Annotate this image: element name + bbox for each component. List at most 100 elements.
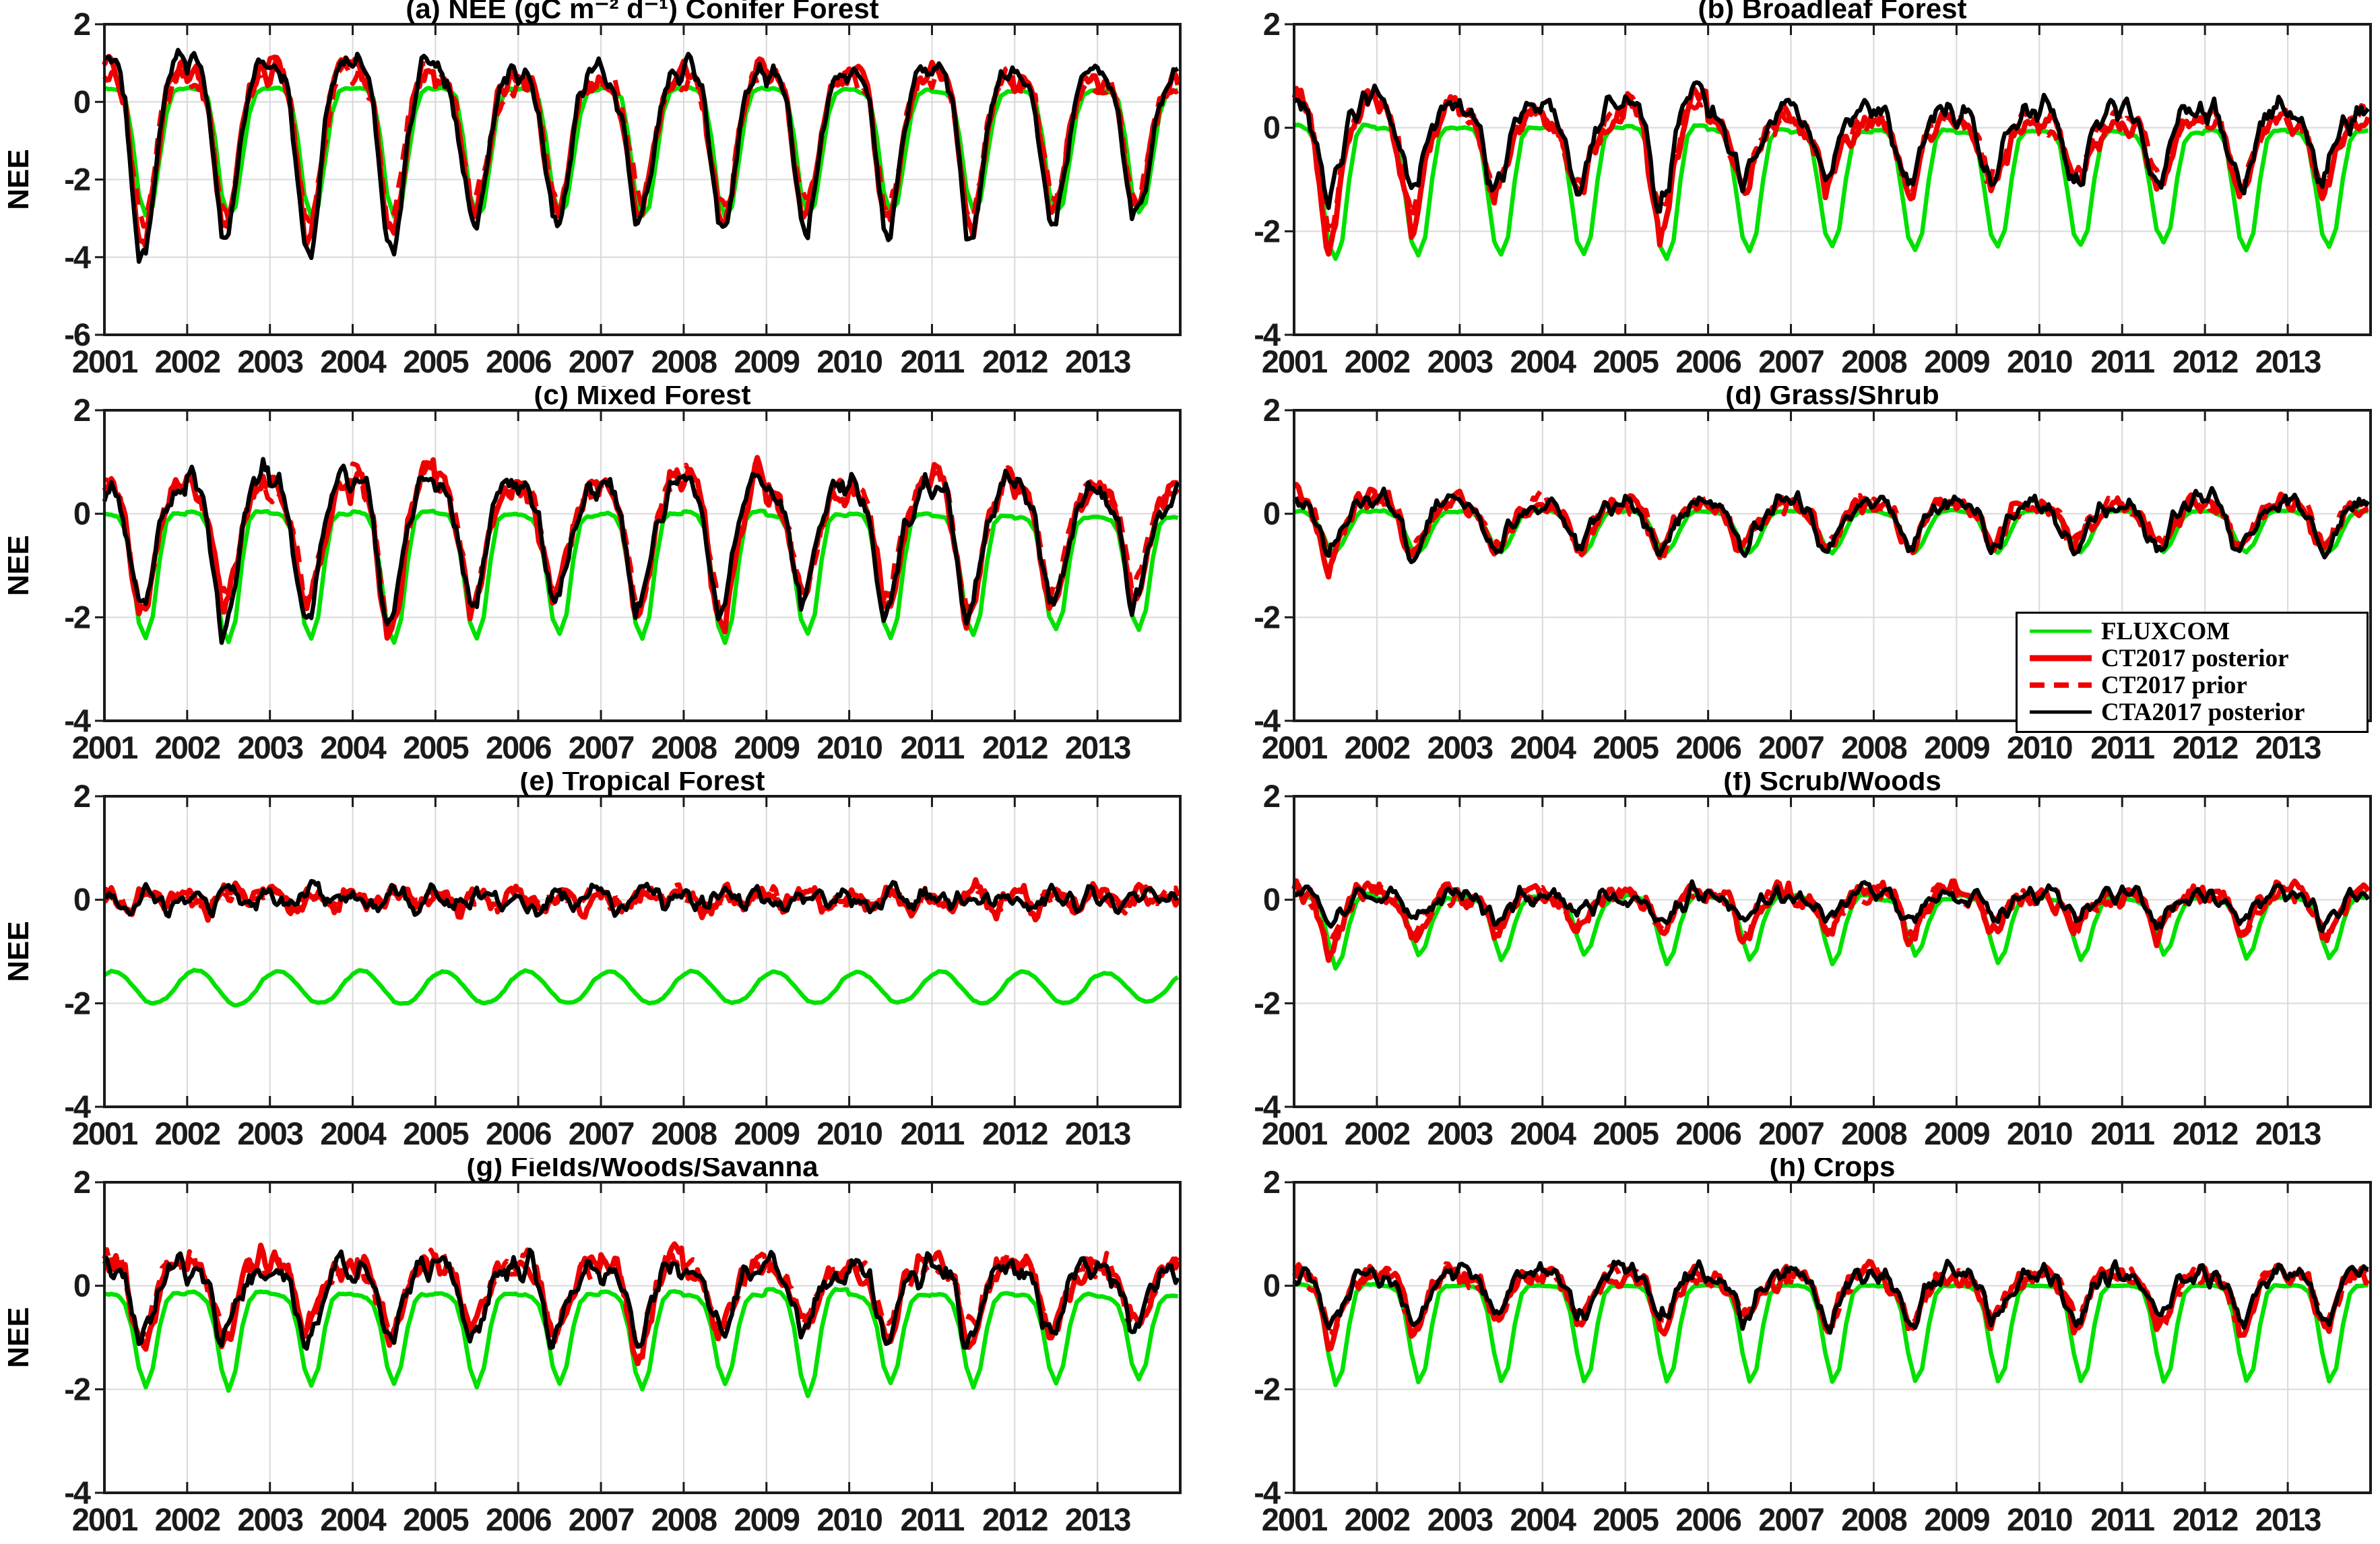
x-tick-label: 2002 bbox=[155, 730, 220, 765]
x-tick-label: 2008 bbox=[651, 1502, 717, 1537]
legend-entry-ct2017-prior: CT2017 prior bbox=[2027, 672, 2360, 699]
y-tick-label: -4 bbox=[1254, 1089, 1281, 1124]
x-tick-label: 2002 bbox=[1345, 730, 1410, 765]
y-tick-label: 2 bbox=[1263, 778, 1280, 814]
series-line-fluxcom bbox=[1293, 1282, 2369, 1388]
y-tick-label: -4 bbox=[1254, 703, 1281, 738]
x-tick-label: 2005 bbox=[1593, 1502, 1658, 1537]
panel-title-f: (f) Scrub/Woods bbox=[1723, 772, 1941, 796]
panel-title-d: (d) Grass/Shrub bbox=[1725, 386, 1939, 410]
x-tick-label: 2005 bbox=[1593, 344, 1658, 379]
x-tick-label: 2006 bbox=[1675, 1502, 1741, 1537]
panel-g: 2001 2002 2003 2004 2005 2006 2007 2008 2009 2010… bbox=[0, 1158, 1190, 1544]
x-tick-label: 2002 bbox=[1345, 344, 1410, 379]
x-tick-label: 2001 bbox=[1262, 1116, 1327, 1151]
y-tick-label: 0 bbox=[73, 882, 90, 918]
legend-label: CT2017 prior bbox=[2101, 671, 2247, 699]
x-tick-label: 2002 bbox=[1345, 1502, 1410, 1537]
series-line-cta2017-posterior bbox=[1293, 879, 2371, 934]
legend-label: CT2017 posterior bbox=[2101, 644, 2289, 672]
panel-d-plot: 2001 2002 2003 2004 2005 2006 2007 2008 2009 2010… bbox=[1254, 386, 2372, 765]
x-tick-label: 2011 bbox=[900, 344, 964, 379]
x-tick-label: 2013 bbox=[2255, 1502, 2321, 1537]
x-tick-label: 2006 bbox=[486, 1502, 551, 1537]
x-tick-label: 2008 bbox=[651, 344, 717, 379]
y-tick-label: 2 bbox=[1263, 6, 1280, 42]
x-tick-label: 2013 bbox=[1065, 1502, 1130, 1537]
x-tick-label: 2011 bbox=[900, 1502, 964, 1537]
series-line-cta2017-posterior bbox=[1292, 80, 2370, 214]
x-tick-label: 2010 bbox=[2007, 344, 2072, 379]
x-tick-label: 2013 bbox=[2255, 1116, 2321, 1151]
panel-c: 2001 2002 2003 2004 2005 2006 2007 2008 2009 2010… bbox=[0, 386, 1190, 772]
x-tick-label: 2013 bbox=[2255, 730, 2321, 765]
x-tick-label: 2013 bbox=[1065, 344, 1130, 379]
x-tick-label: 2008 bbox=[651, 730, 717, 765]
x-tick-label: 2005 bbox=[403, 1502, 468, 1537]
x-tick-label: 2011 bbox=[2090, 344, 2154, 379]
x-tick-label: 2003 bbox=[1427, 730, 1493, 765]
y-tick-label: 0 bbox=[1263, 496, 1280, 532]
y-tick-label: -2 bbox=[64, 599, 90, 635]
x-tick-label: 2012 bbox=[982, 1116, 1048, 1151]
legend-label: FLUXCOM bbox=[2101, 617, 2230, 645]
x-tick-label: 2003 bbox=[1427, 1116, 1493, 1151]
x-tick-label: 2003 bbox=[1427, 1502, 1493, 1537]
legend-label: CTA2017 posterior bbox=[2101, 698, 2305, 726]
x-tick-label: 2010 bbox=[816, 344, 882, 379]
x-tick-label: 2013 bbox=[1065, 730, 1130, 765]
x-tick-label: 2009 bbox=[734, 1502, 799, 1537]
x-tick-label: 2001 bbox=[1262, 1502, 1327, 1537]
x-tick-label: 2006 bbox=[486, 730, 551, 765]
y-tick-label: -6 bbox=[64, 317, 90, 352]
series-line-cta2017-posterior bbox=[1292, 1258, 2369, 1335]
x-tick-label: 2013 bbox=[1065, 1116, 1130, 1151]
panel-b: 2001 2002 2003 2004 2005 2006 2007 2008 2009 2010… bbox=[1190, 0, 2380, 386]
x-tick-label: 2009 bbox=[734, 344, 799, 379]
x-tick-label: 2009 bbox=[734, 730, 799, 765]
y-axis-label: NEE bbox=[2, 1307, 35, 1368]
y-tick-label: -2 bbox=[64, 1371, 90, 1407]
series-line-cta2017-posterior bbox=[1292, 486, 2371, 565]
x-tick-label: 2012 bbox=[2173, 1502, 2238, 1537]
panel-title-e: (e) Tropical Forest bbox=[519, 772, 765, 796]
x-tick-label: 2001 bbox=[1262, 730, 1327, 765]
legend-entry-cta2017-posterior: CTA2017 posterior bbox=[2027, 699, 2360, 726]
x-tick-label: 2004 bbox=[320, 730, 386, 765]
x-tick-label: 2008 bbox=[1841, 344, 1906, 379]
x-tick-label: 2002 bbox=[1345, 1116, 1410, 1151]
x-tick-label: 2001 bbox=[72, 344, 137, 379]
legend-line-sample-ct2017-posterior bbox=[2030, 655, 2092, 662]
series-line-ct2017-prior bbox=[1291, 88, 2371, 238]
x-tick-label: 2012 bbox=[982, 1502, 1048, 1537]
y-tick-label: -2 bbox=[1254, 1371, 1280, 1407]
x-tick-label: 2011 bbox=[2090, 730, 2154, 765]
series-line-fluxcom bbox=[104, 508, 1179, 645]
panel-title-c: (c) Mixed Forest bbox=[534, 386, 750, 410]
x-tick-label: 2003 bbox=[237, 344, 302, 379]
x-tick-label: 2007 bbox=[1758, 730, 1824, 765]
y-tick-label: 2 bbox=[1263, 1164, 1280, 1200]
y-tick-label: 0 bbox=[73, 496, 90, 532]
x-tick-label: 2003 bbox=[237, 1116, 302, 1151]
x-tick-label: 2010 bbox=[816, 730, 882, 765]
x-tick-label: 2003 bbox=[1427, 344, 1493, 379]
x-tick-label: 2009 bbox=[1924, 344, 1989, 379]
panel-c-plot: 2001 2002 2003 2004 2005 2006 2007 2008 2009 2010… bbox=[2, 386, 1182, 765]
x-tick-label: 2010 bbox=[816, 1116, 882, 1151]
panel-b-plot: 2001 2002 2003 2004 2005 2006 2007 2008 2009 2010… bbox=[1254, 0, 2372, 379]
x-tick-label: 2004 bbox=[320, 1116, 386, 1151]
y-tick-label: -2 bbox=[1254, 985, 1280, 1021]
panel-f-plot: 2001 2002 2003 2004 2005 2006 2007 2008 2009 2010… bbox=[1254, 772, 2372, 1151]
series-line-ct2017-posterior bbox=[102, 1241, 1181, 1367]
x-tick-label: 2009 bbox=[1924, 730, 1989, 765]
y-tick-label: 0 bbox=[73, 84, 90, 119]
panel-title-b: (b) Broadleaf Forest bbox=[1698, 0, 1966, 24]
x-tick-label: 2006 bbox=[1675, 730, 1741, 765]
x-tick-label: 2001 bbox=[72, 730, 137, 765]
x-tick-label: 2005 bbox=[1593, 730, 1658, 765]
y-axis-label: NEE bbox=[2, 149, 35, 210]
x-tick-label: 2005 bbox=[403, 730, 468, 765]
y-tick-label: 0 bbox=[1263, 110, 1280, 146]
